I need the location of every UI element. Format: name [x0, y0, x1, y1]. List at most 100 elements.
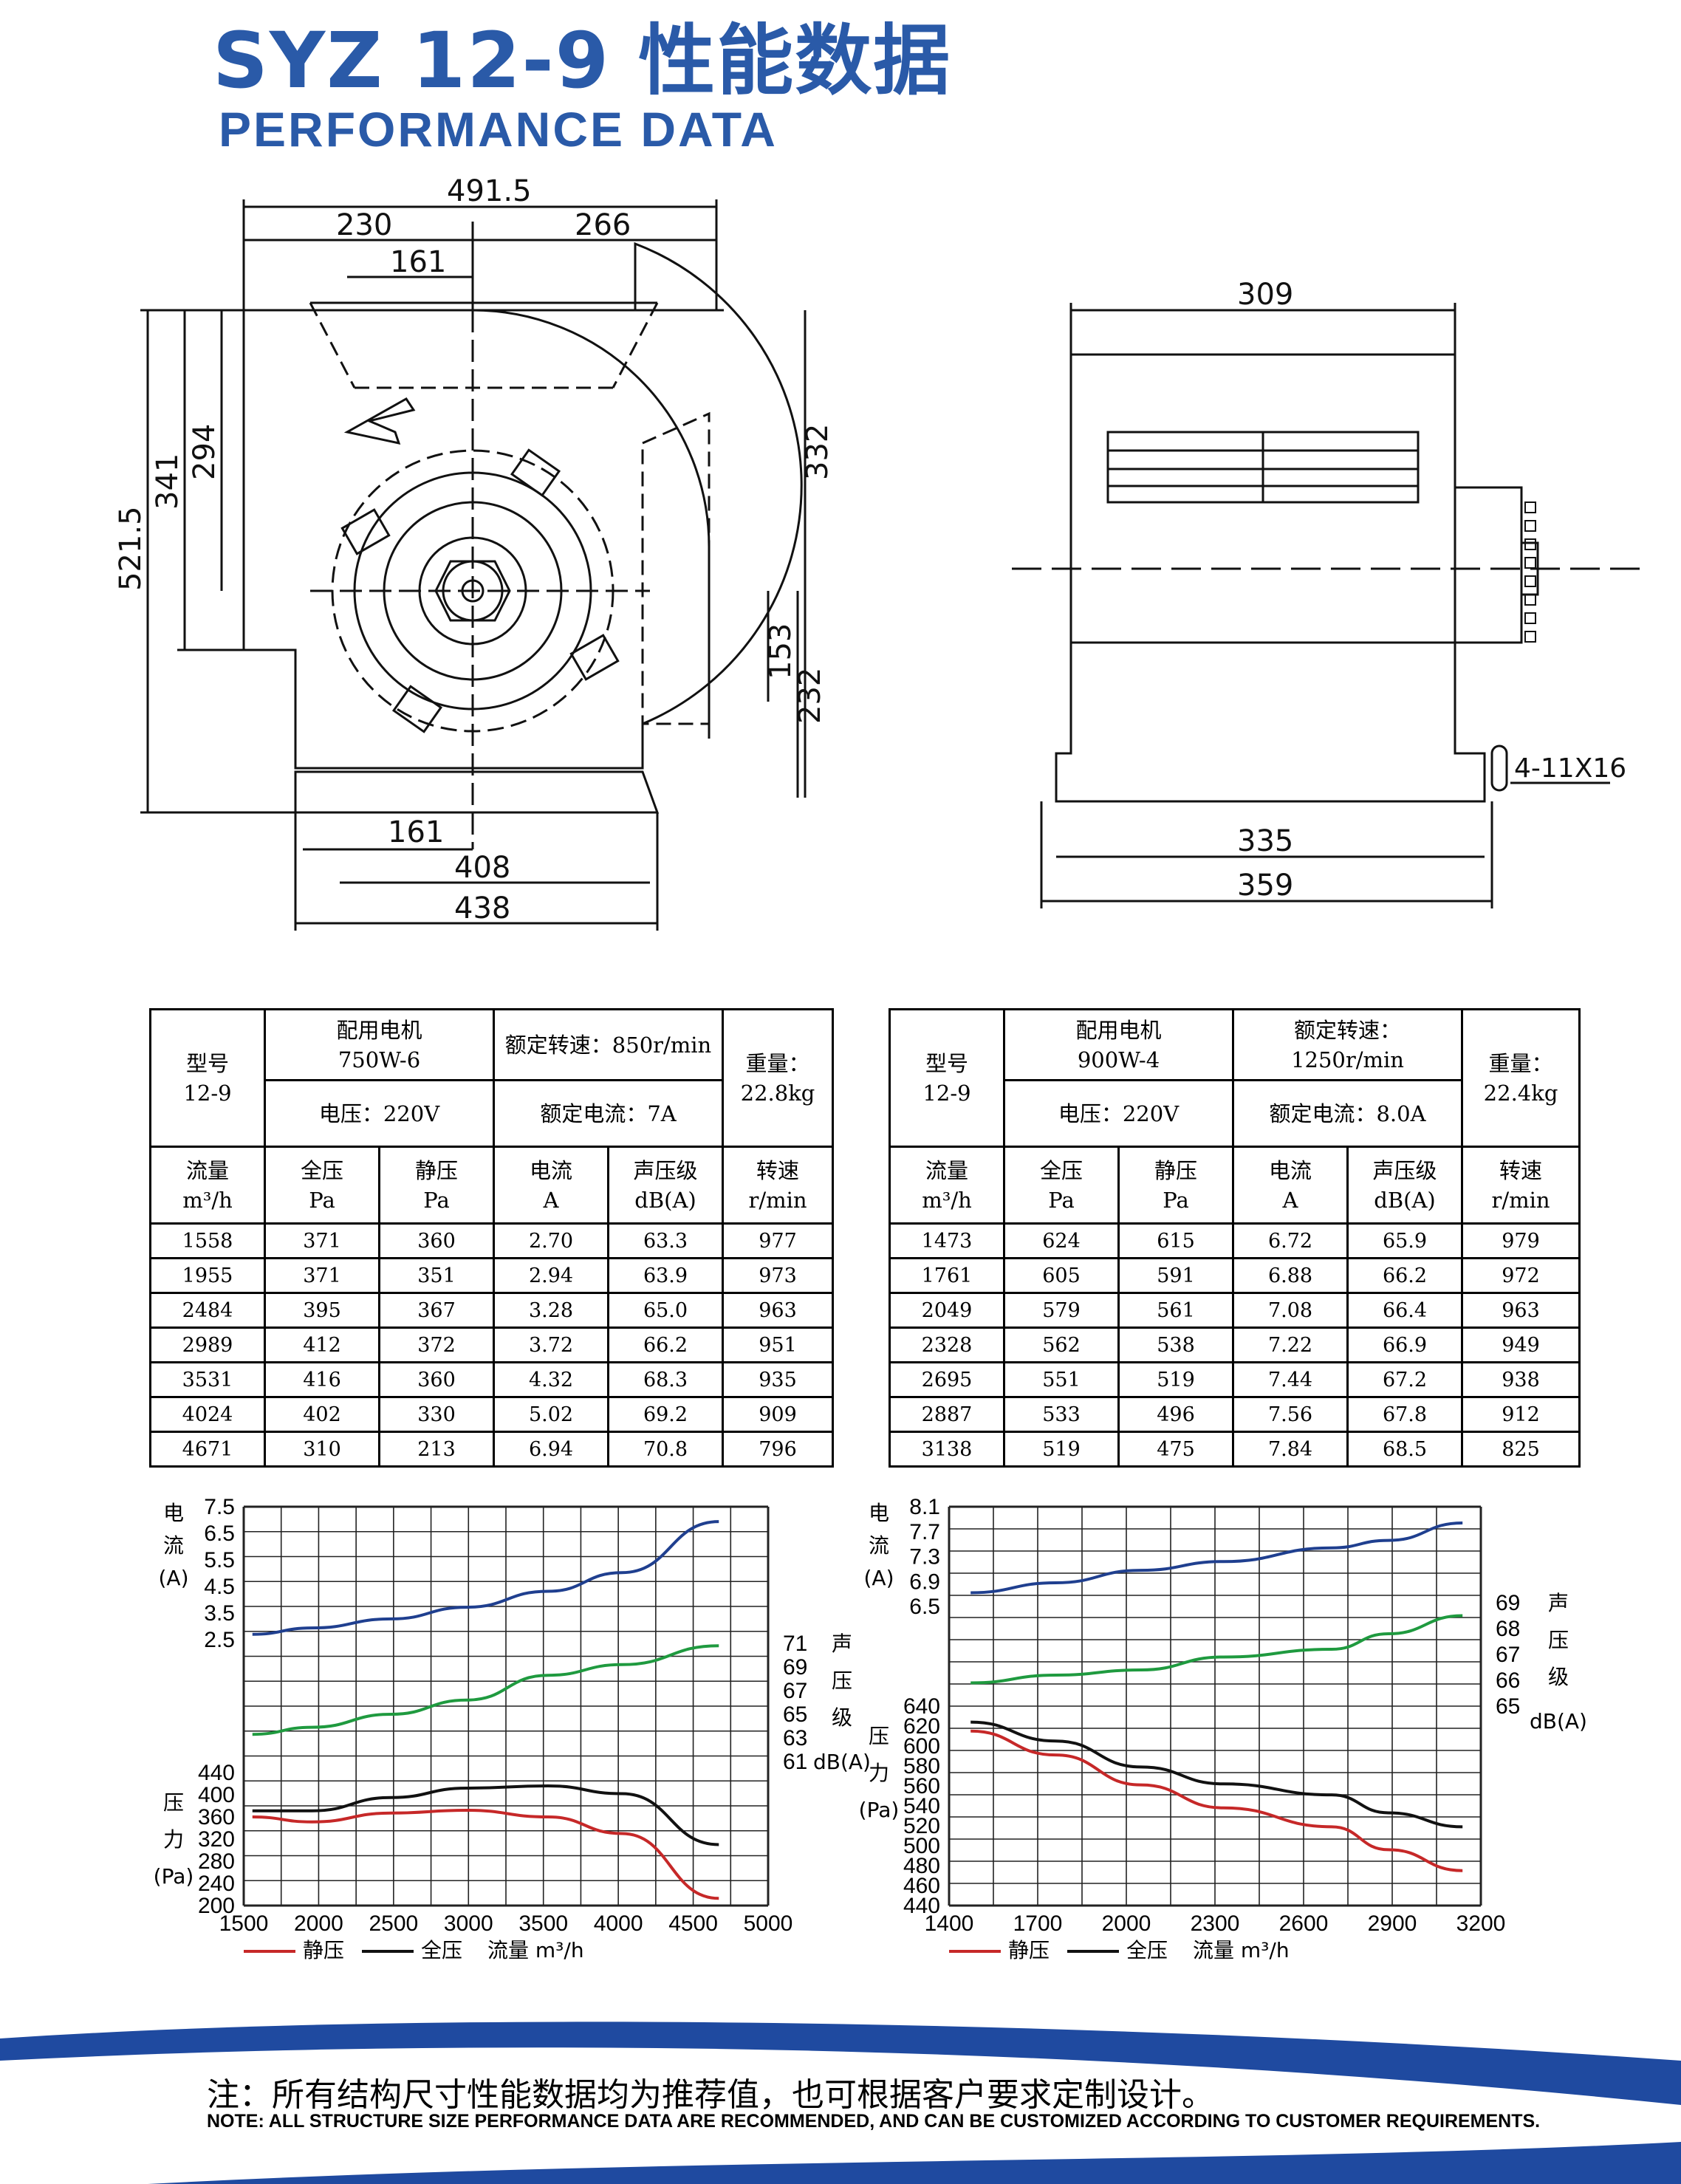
pressure-tick-label: 520 — [903, 1814, 940, 1838]
spec-table-750w: 型号 12-9 配用电机 750W-6 额定转速：850r/min 重量： 22.8k… — [149, 1008, 835, 1468]
series-line-current — [970, 1521, 1463, 1595]
table-cell: 4024 — [149, 1396, 266, 1433]
dim-491-5: 491.5 — [447, 174, 532, 208]
motor-label: 配用电机 — [1075, 1017, 1162, 1043]
noise-tick-label: 67 — [1496, 1643, 1520, 1667]
table-cell: 67.8 — [1346, 1396, 1464, 1433]
noise-tick-label: 67 — [783, 1679, 807, 1703]
table-cell: 6.94 — [493, 1431, 610, 1468]
table-cell: 615 — [1117, 1222, 1235, 1259]
x-tick-label: 2000 — [294, 1911, 343, 1936]
pressure-tick-label: 580 — [903, 1754, 940, 1779]
table-cell: 310 — [264, 1431, 380, 1468]
noise-tick-label: 65 — [1496, 1694, 1520, 1719]
current-tick-label: 5.5 — [204, 1548, 235, 1572]
dim-341: 341 — [151, 453, 185, 510]
table-cell: 395 — [264, 1292, 380, 1329]
dim-521-5: 521.5 — [114, 506, 148, 591]
table-cell: 66.2 — [1346, 1257, 1464, 1294]
table-cell: 3.28 — [493, 1292, 610, 1329]
table-cell: 551 — [1003, 1361, 1120, 1398]
current-tick-label: 3.5 — [204, 1601, 235, 1626]
table-cell: 909 — [722, 1396, 835, 1433]
dim-309: 309 — [1237, 278, 1293, 312]
pressure-axis-label: 力 — [869, 1761, 889, 1785]
weight-cell: 重量： 22.8kg — [722, 1008, 835, 1148]
table-cell: 7.08 — [1232, 1292, 1349, 1329]
pressure-tick-label: 500 — [903, 1834, 940, 1858]
dim-438: 438 — [454, 891, 510, 925]
table-cell: 538 — [1117, 1327, 1235, 1363]
dim-332: 332 — [801, 424, 835, 480]
noise-axis-label: 压 — [832, 1668, 852, 1693]
table-cell: 402 — [264, 1396, 380, 1433]
x-tick-label: 4500 — [668, 1911, 718, 1936]
current-axis-label: 电 — [163, 1501, 184, 1525]
pressure-tick-label: 640 — [903, 1694, 940, 1719]
table-cell: 1473 — [889, 1222, 1005, 1259]
weight-value: 22.8kg — [740, 1080, 815, 1106]
dim-230: 230 — [336, 208, 392, 242]
table-cell: 2887 — [889, 1396, 1005, 1433]
table-row: 1955 371 351 2.94 63.9 973 — [149, 1257, 835, 1294]
table-cell: 360 — [377, 1222, 496, 1259]
x-tick-label: 2600 — [1279, 1911, 1329, 1936]
noise-tick-label: 71 — [783, 1632, 807, 1656]
model-label: 型号 — [925, 1050, 968, 1076]
table-cell: 796 — [722, 1431, 835, 1468]
series-line-current — [252, 1520, 719, 1636]
legend-flow-label: 流量 m³/h — [1193, 1938, 1290, 1962]
table-cell: 972 — [1461, 1257, 1581, 1294]
noise-axis-unit: dB(A) — [813, 1750, 871, 1774]
series-line-pressure — [970, 1720, 1463, 1829]
noise-axis-label: 声 — [832, 1632, 852, 1656]
series-line-pressure — [970, 1729, 1463, 1872]
current-tick-label: 8.1 — [909, 1495, 940, 1519]
column-header: 流量 m³/h — [149, 1146, 266, 1225]
table-cell: 561 — [1117, 1292, 1235, 1329]
x-tick-label: 2500 — [369, 1911, 418, 1936]
pressure-tick-label: 600 — [903, 1734, 940, 1759]
x-tick-label: 1400 — [925, 1911, 974, 1936]
table-cell: 519 — [1117, 1361, 1235, 1398]
weight-value: 22.4kg — [1483, 1080, 1558, 1106]
table-cell: 68.3 — [607, 1361, 725, 1398]
current-axis-label: 流 — [869, 1533, 889, 1558]
table-cell: 475 — [1117, 1431, 1235, 1468]
table-row: 2695 551 519 7.44 67.2 938 — [889, 1361, 1581, 1398]
table-cell: 6.88 — [1232, 1257, 1349, 1294]
table-cell: 412 — [264, 1327, 380, 1363]
x-tick-label: 5000 — [744, 1911, 793, 1936]
pressure-tick-label: 440 — [903, 1894, 940, 1918]
dim-335: 335 — [1237, 824, 1293, 858]
weight-label: 重量： — [1488, 1050, 1553, 1076]
technical-drawing: 491.5 230 266 161 521.5 341 294 332 153 … — [114, 174, 1640, 931]
table-cell: 973 — [722, 1257, 835, 1294]
motor-value: 900W-4 — [1077, 1047, 1160, 1072]
table-cell: 372 — [377, 1327, 496, 1363]
current-tick-label: 2.5 — [204, 1628, 235, 1652]
model-cell: 型号 12-9 — [149, 1008, 266, 1148]
table-row: 2989 412 372 3.72 66.2 951 — [149, 1327, 835, 1363]
pressure-tick-label: 360 — [198, 1805, 235, 1829]
column-header: 全压 Pa — [264, 1146, 380, 1225]
table-cell: 66.2 — [607, 1327, 725, 1363]
noise-axis-unit: dB(A) — [1530, 1709, 1587, 1733]
table-cell: 7.84 — [1232, 1431, 1349, 1468]
pressure-axis-label: 力 — [163, 1827, 184, 1852]
table-cell: 70.8 — [607, 1431, 725, 1468]
x-tick-label: 2000 — [1102, 1911, 1151, 1936]
table-cell: 2695 — [889, 1361, 1005, 1398]
x-tick-label: 3200 — [1456, 1911, 1506, 1936]
pressure-tick-label: 540 — [903, 1794, 940, 1818]
x-tick-label: 1700 — [1013, 1911, 1063, 1936]
dim-408: 408 — [454, 851, 510, 885]
noise-tick-label: 61 — [783, 1750, 807, 1774]
motor-value: 750W-6 — [338, 1047, 421, 1072]
column-header: 静压 Pa — [1117, 1146, 1235, 1225]
legend-flow-label: 流量 m³/h — [487, 1938, 584, 1962]
pressure-axis-label: 压 — [869, 1724, 889, 1748]
footer-note-en: NOTE: ALL STRUCTURE SIZE PERFORMANCE DAT… — [207, 2111, 1541, 2132]
noise-tick-label: 66 — [1496, 1668, 1520, 1693]
x-tick-label: 4000 — [594, 1911, 643, 1936]
